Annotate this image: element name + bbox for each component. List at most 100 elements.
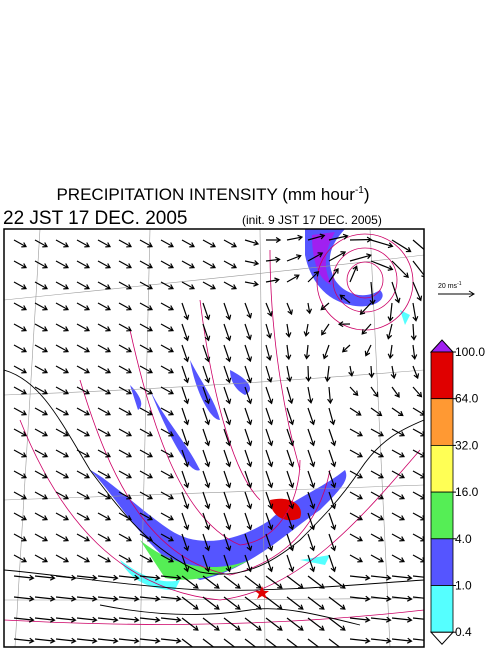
wind-arrow <box>76 491 91 500</box>
wind-arrow <box>97 323 112 332</box>
wind-arrow <box>223 512 232 531</box>
wind-arrow <box>97 260 112 269</box>
wind-arrow <box>202 449 211 468</box>
wind-arrow <box>181 260 196 269</box>
wind-arrow <box>97 428 112 437</box>
wind-arrow <box>97 449 112 458</box>
wind-arrow <box>139 344 154 353</box>
wind-arrow <box>34 323 49 332</box>
wind-arrow <box>285 323 292 338</box>
wind-arrow <box>265 256 281 263</box>
wind-arrow <box>202 533 211 552</box>
wind-arrow <box>97 386 112 395</box>
grid-line <box>4 484 424 501</box>
colorbar-label: 100.0 <box>455 345 485 359</box>
wind-arrow <box>265 596 283 610</box>
wind-arrow <box>139 260 154 269</box>
wind-arrow <box>139 386 154 395</box>
wind-arrow <box>307 428 316 447</box>
wind-arrow <box>13 533 28 542</box>
wind-arrow <box>55 449 70 458</box>
wind-arrow <box>286 575 304 589</box>
wind-arrow <box>307 554 316 573</box>
wind-arrow <box>370 595 392 602</box>
wind-arrow <box>265 554 274 573</box>
wind-arrow <box>307 407 316 426</box>
wind-arrow <box>181 470 190 489</box>
wind-arrow <box>181 302 190 321</box>
wind-arrow <box>223 428 232 447</box>
wind-arrow <box>370 533 385 542</box>
wind-arrow <box>286 407 295 426</box>
wind-arrow <box>307 617 325 631</box>
wind-arrow <box>328 638 344 647</box>
wind-arrow <box>139 302 154 311</box>
wind-arrow <box>285 344 292 361</box>
wind-arrow <box>223 365 232 384</box>
wind-arrow <box>34 281 49 290</box>
wind-arrow <box>244 617 262 631</box>
wind-arrow <box>202 386 211 405</box>
wind-arrow <box>411 344 418 360</box>
wind-arrow <box>391 449 406 458</box>
wind-arrow <box>412 365 420 380</box>
wind-arrow <box>13 637 35 644</box>
wind-arrow <box>160 407 175 416</box>
wind-arrow <box>244 596 262 610</box>
wind-arrow <box>303 323 310 337</box>
wind-arrow <box>223 344 232 363</box>
wind-arrow <box>13 449 28 458</box>
wind-arrow <box>76 637 98 644</box>
wind-arrow <box>160 512 175 521</box>
wind-arrow <box>13 365 28 374</box>
wind-arrow <box>13 281 28 290</box>
wind-arrow <box>244 239 260 246</box>
grid-line <box>139 229 151 647</box>
wind-arrow <box>328 449 337 468</box>
wind-arrow <box>118 344 133 353</box>
wind-arrow <box>202 638 218 647</box>
wind-arrow <box>328 251 347 262</box>
wind-arrow <box>55 595 77 602</box>
wind-arrow <box>265 407 274 426</box>
wind-arrow <box>118 260 133 269</box>
wind-arrow <box>118 512 133 521</box>
wind-arrow <box>34 386 49 395</box>
wind-arrow <box>181 491 190 510</box>
wind-arrow <box>118 637 140 644</box>
wind-arrow <box>223 281 238 290</box>
wind-arrow <box>13 470 28 479</box>
wind-arrow <box>181 407 190 426</box>
wind-arrow <box>223 617 241 631</box>
wind-arrow <box>160 344 175 353</box>
wind-arrow <box>34 260 49 269</box>
wind-arrow <box>139 554 154 563</box>
wind-arrow <box>223 260 238 269</box>
wind-arrow <box>97 344 112 353</box>
wind-arrow <box>286 638 302 647</box>
wind-arrow <box>34 428 49 437</box>
wind-arrow <box>13 554 28 563</box>
wind-arrow <box>307 233 326 241</box>
wind-arrow <box>321 323 330 336</box>
colorbar: 100.0 64.0 32.0 16.0 4.0 1.0 0.4 <box>429 339 485 645</box>
wind-arrow <box>139 595 161 602</box>
wind-arrow <box>286 302 293 316</box>
wind-arrow <box>391 239 412 253</box>
wind-arrow <box>339 294 351 304</box>
wind-arrow <box>328 267 339 283</box>
wind-arrow <box>160 428 175 437</box>
wind-arrow <box>202 596 220 610</box>
wind-arrow <box>118 616 140 623</box>
wind-arrow <box>327 386 334 405</box>
wind-arrow <box>369 281 376 306</box>
wind-arrow <box>160 239 175 248</box>
wind-arrow <box>412 302 419 322</box>
wind-arrow <box>34 533 49 542</box>
wind-arrow <box>202 617 220 631</box>
wind-arrow <box>412 407 424 416</box>
wind-arrow <box>118 239 133 248</box>
station-marker <box>255 586 269 599</box>
wind-arrow <box>139 574 161 581</box>
wind-arrow <box>307 638 323 647</box>
